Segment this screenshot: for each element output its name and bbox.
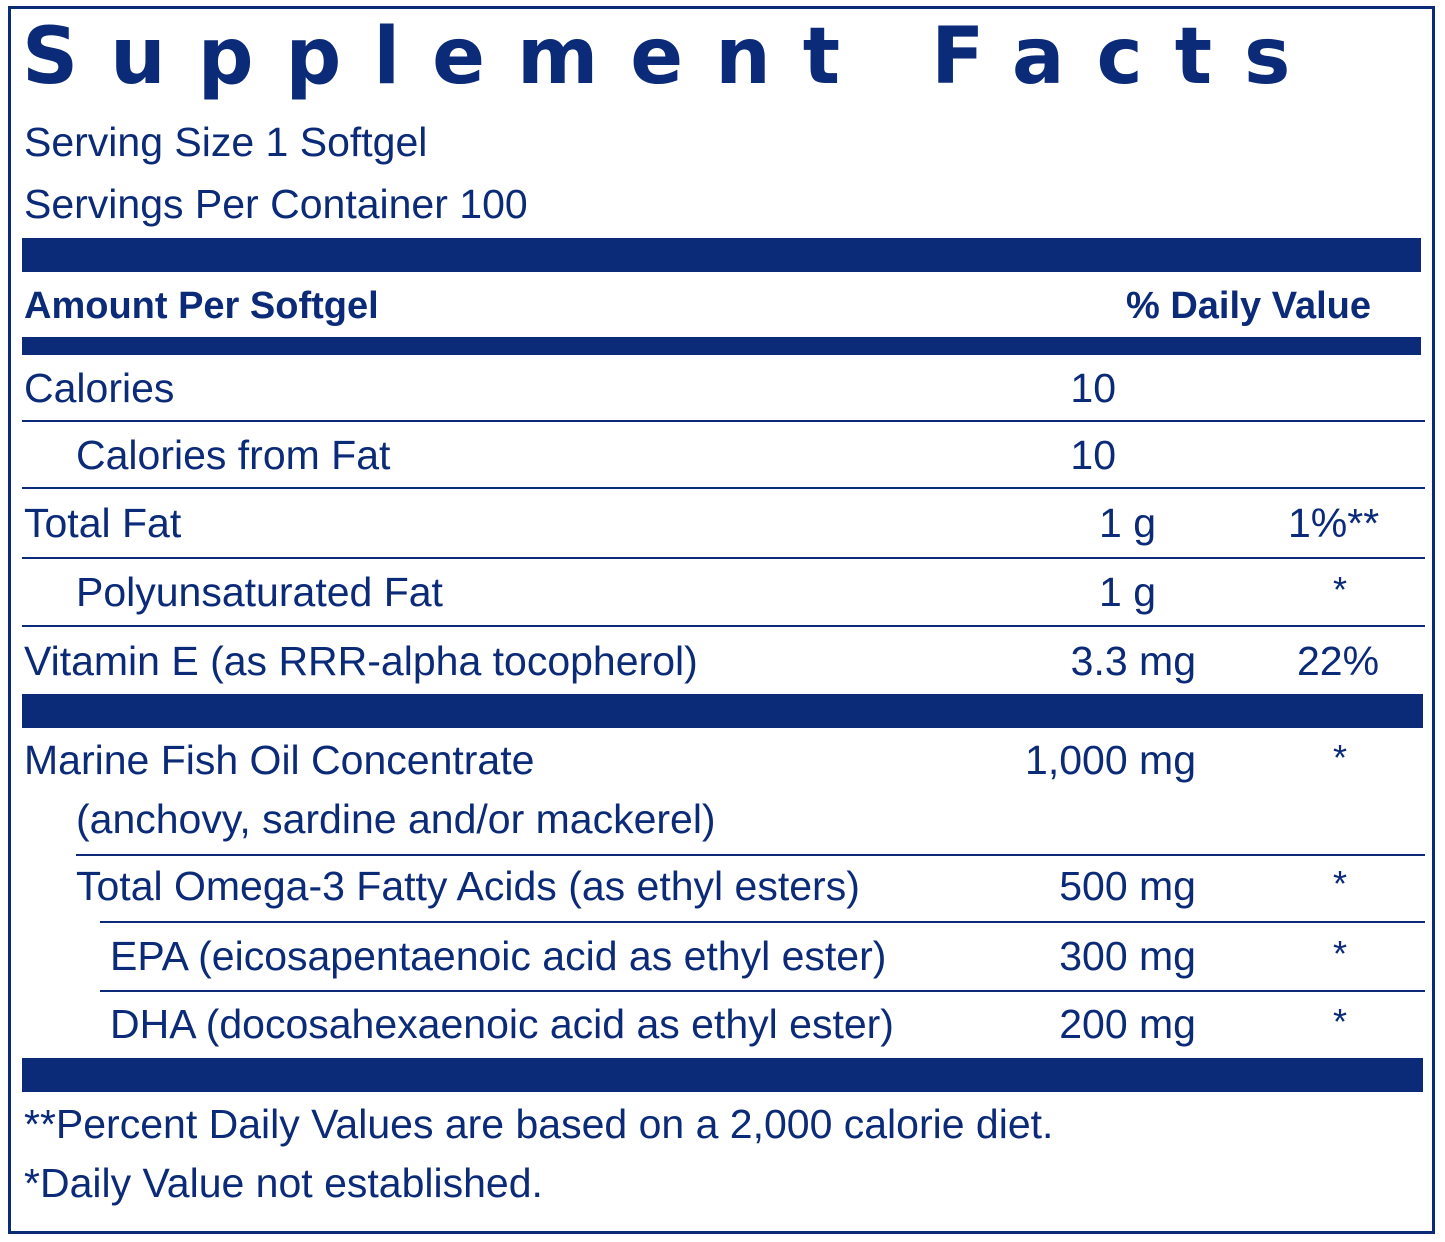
ingredient-name: EPA (eicosapentaenoic acid as ethyl este… <box>110 933 887 979</box>
nutrient-amount: 3.3 mg <box>1070 638 1196 684</box>
nutrient-name: Vitamin E (as RRR-alpha tocopherol) <box>24 638 698 684</box>
ingredient-amount: 200 mg <box>1059 1001 1196 1047</box>
row-divider <box>22 487 1425 489</box>
nutrient-name: Calories <box>24 365 175 411</box>
row-divider <box>22 625 1425 627</box>
ingredient-daily-value: * <box>1333 933 1348 974</box>
row-divider <box>76 854 1425 856</box>
panel-title: Supplement Facts <box>22 12 1323 102</box>
ingredient-amount: 500 mg <box>1059 863 1196 909</box>
row-divider <box>100 921 1425 923</box>
ingredient-daily-value: * <box>1333 1001 1348 1042</box>
nutrient-name: Total Fat <box>24 500 182 546</box>
nutrient-amount: 10 <box>1070 432 1116 478</box>
medium-divider <box>22 337 1421 355</box>
footnote-percent-dv: **Percent Daily Values are based on a 2,… <box>24 1101 1054 1147</box>
supplement-facts-panel <box>8 6 1435 1234</box>
ingredient-source: (anchovy, sardine and/or mackerel) <box>76 796 716 842</box>
nutrient-name: Calories from Fat <box>76 432 391 478</box>
daily-value-header: % Daily Value <box>1126 285 1372 327</box>
ingredient-amount: 300 mg <box>1059 933 1196 979</box>
thick-divider <box>22 1058 1423 1092</box>
nutrient-daily-value: 1%** <box>1288 500 1380 546</box>
amount-per-serving-header: Amount Per Softgel <box>24 285 379 327</box>
nutrient-daily-value: 22% <box>1297 638 1380 684</box>
ingredient-name: DHA (docosahexaenoic acid as ethyl ester… <box>110 1001 894 1047</box>
nutrient-amount: 1 g <box>1099 569 1156 615</box>
nutrient-amount: 10 <box>1070 365 1116 411</box>
ingredient-name: Total Omega-3 Fatty Acids (as ethyl este… <box>76 863 860 909</box>
thick-divider <box>22 238 1421 272</box>
ingredient-daily-value: * <box>1333 737 1348 778</box>
nutrient-daily-value: * <box>1333 569 1348 610</box>
ingredient-daily-value: * <box>1333 863 1348 904</box>
thick-divider <box>22 694 1423 728</box>
nutrient-name: Polyunsaturated Fat <box>76 569 443 615</box>
ingredient-amount: 1,000 mg <box>1025 737 1196 783</box>
row-divider <box>100 990 1425 992</box>
ingredient-name: Marine Fish Oil Concentrate <box>24 737 535 783</box>
row-divider <box>22 420 1425 422</box>
footnote-dv-not-established: *Daily Value not established. <box>24 1160 543 1206</box>
row-divider <box>22 557 1425 559</box>
servings-per-container: Servings Per Container 100 <box>24 181 528 227</box>
nutrient-amount: 1 g <box>1099 500 1156 546</box>
serving-size: Serving Size 1 Softgel <box>24 119 428 165</box>
